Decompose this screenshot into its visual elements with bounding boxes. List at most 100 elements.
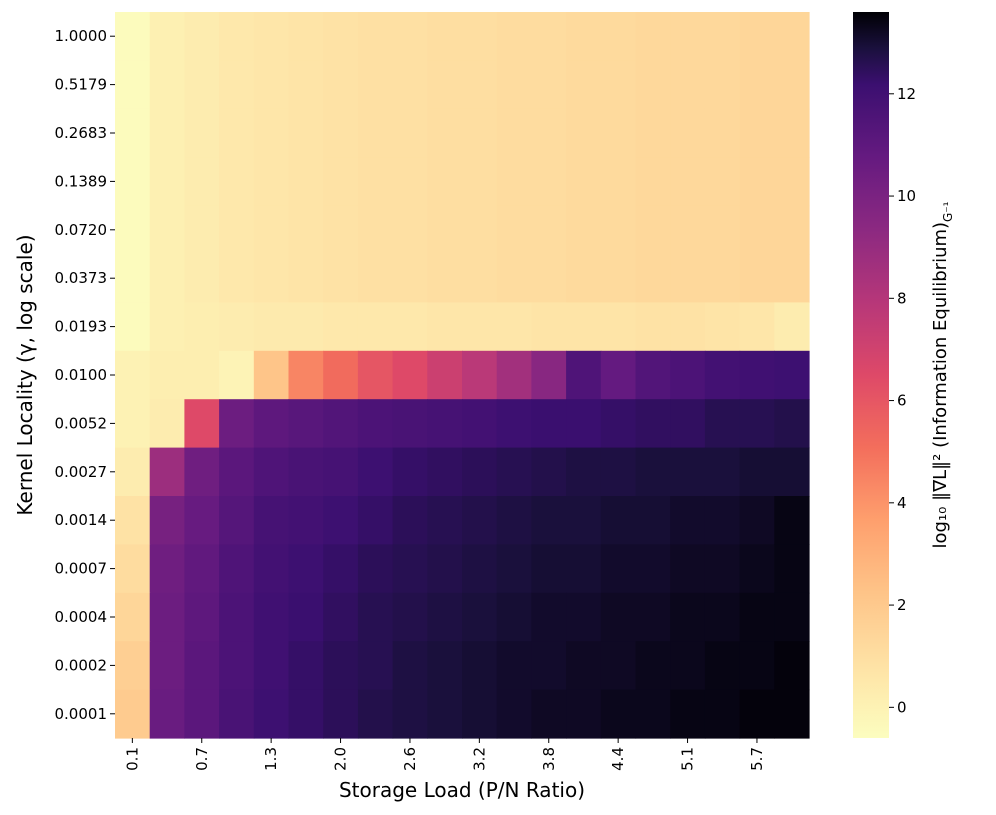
heatmap-cell <box>704 689 741 739</box>
y-axis-ticks: 1.0000 0.5179 0.2683 0.1389 0.0720 0.0373 0.01… <box>55 27 115 723</box>
heatmap-cell <box>566 157 602 207</box>
y-tick-label: 0.0373 <box>55 269 108 287</box>
x-tick-label: 5.7 <box>748 747 766 771</box>
heatmap-cell <box>739 60 775 110</box>
heatmap-cell <box>704 12 741 61</box>
heatmap-cell <box>149 60 185 110</box>
heatmap-cell <box>184 592 220 642</box>
heatmap-cell <box>635 399 671 449</box>
heatmap-cell <box>149 108 185 158</box>
colorbar-label-subscript: G⁻¹ <box>941 201 955 222</box>
heatmap-cell <box>670 350 706 400</box>
heatmap-cell <box>184 689 220 739</box>
heatmap-cell <box>496 689 532 739</box>
colorbar-ticks: 0 2 4 6 8 10 12 <box>889 85 916 716</box>
heatmap-cell <box>531 641 567 691</box>
heatmap-cell <box>184 544 220 594</box>
heatmap-cell <box>323 641 359 691</box>
heatmap-cell <box>739 205 775 255</box>
heatmap-cell <box>635 254 671 303</box>
heatmap-cell <box>462 689 498 739</box>
heatmap-cell <box>253 350 290 400</box>
colorbar <box>853 12 889 738</box>
heatmap-cell <box>392 108 428 158</box>
heatmap-cell <box>635 302 671 352</box>
heatmap-cell <box>496 399 532 449</box>
heatmap-cell <box>704 302 741 352</box>
heatmap-cell <box>392 12 428 61</box>
heatmap-cell <box>149 496 185 545</box>
heatmap-cell <box>115 205 151 255</box>
heatmap-cell <box>531 592 567 642</box>
heatmap-cell <box>219 399 255 449</box>
heatmap-cell <box>323 689 359 739</box>
heatmap-cell <box>253 205 290 255</box>
heatmap-cell <box>427 689 463 739</box>
heatmap-cell <box>566 447 602 497</box>
heatmap-cell <box>739 496 775 545</box>
heatmap-cell <box>115 399 151 449</box>
heatmap-cell <box>600 350 637 400</box>
heatmap-cell <box>739 447 775 497</box>
heatmap-cell <box>357 592 394 642</box>
heatmap-cell <box>323 12 359 61</box>
heatmap-cell <box>774 399 810 449</box>
heatmap-cell <box>670 205 706 255</box>
heatmap-cell <box>288 254 324 303</box>
heatmap-cell <box>115 254 151 303</box>
heatmap-cell <box>219 60 255 110</box>
heatmap-cell <box>600 399 637 449</box>
heatmap-cell <box>600 12 637 61</box>
heatmap-cell <box>496 592 532 642</box>
heatmap-cell <box>253 12 290 61</box>
heatmap-cell <box>774 108 810 158</box>
heatmap-cell <box>427 641 463 691</box>
heatmap-cell <box>392 592 428 642</box>
heatmap-cell <box>462 60 498 110</box>
heatmap-cell <box>149 157 185 207</box>
heatmap-cell <box>566 399 602 449</box>
heatmap-cell <box>739 157 775 207</box>
heatmap-cell <box>288 350 324 400</box>
heatmap-cell <box>219 254 255 303</box>
heatmap-cell <box>115 447 151 497</box>
heatmap-cell <box>670 12 706 61</box>
heatmap-cell <box>774 350 810 400</box>
heatmap-cell <box>149 544 185 594</box>
heatmap-cell <box>219 689 255 739</box>
heatmap-cell <box>635 641 671 691</box>
heatmap-cell <box>774 592 810 642</box>
heatmap-cell <box>635 157 671 207</box>
heatmap-cell <box>635 12 671 61</box>
heatmap-cell <box>427 544 463 594</box>
heatmap-cell <box>253 544 290 594</box>
heatmap-cell <box>704 60 741 110</box>
heatmap-cell <box>704 496 741 545</box>
heatmap-cell <box>115 496 151 545</box>
heatmap-cell <box>357 157 394 207</box>
heatmap-cell <box>531 108 567 158</box>
y-tick-label: 0.2683 <box>55 124 108 142</box>
heatmap-cell <box>253 254 290 303</box>
heatmap-cell <box>462 496 498 545</box>
heatmap-cell <box>427 592 463 642</box>
y-tick-label: 0.0007 <box>55 560 108 578</box>
heatmap-cell <box>427 302 463 352</box>
heatmap-cell <box>357 447 394 497</box>
heatmap-cell <box>219 12 255 61</box>
heatmap-cell <box>323 544 359 594</box>
heatmap-cell <box>392 205 428 255</box>
heatmap-cell <box>566 641 602 691</box>
heatmap-cell <box>566 60 602 110</box>
heatmap-cell <box>427 108 463 158</box>
colorbar-tick-label: 0 <box>897 698 907 716</box>
heatmap-cell <box>496 254 532 303</box>
x-tick-label: 0.1 <box>123 747 141 771</box>
heatmap-cell <box>184 205 220 255</box>
heatmap-cell <box>670 157 706 207</box>
y-tick-label: 0.0100 <box>55 366 108 384</box>
heatmap-cell <box>566 592 602 642</box>
colorbar-tick-label: 12 <box>897 85 916 103</box>
heatmap-cell <box>288 641 324 691</box>
